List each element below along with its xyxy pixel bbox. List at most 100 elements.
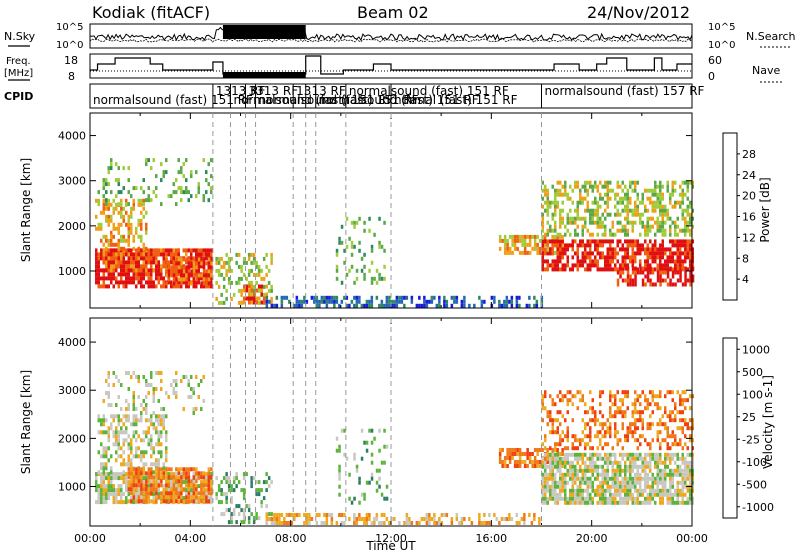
data-cell <box>130 206 133 211</box>
data-cell <box>621 480 624 485</box>
data-cell <box>644 267 647 272</box>
data-cell <box>152 391 155 395</box>
data-cell <box>102 484 105 489</box>
data-cell <box>197 475 201 480</box>
data-cell <box>571 480 574 485</box>
data-cell <box>546 239 549 244</box>
data-cell <box>237 276 241 281</box>
data-cell <box>584 464 587 469</box>
data-cell <box>634 500 637 505</box>
data-cell <box>614 480 617 485</box>
data-cell <box>636 488 639 493</box>
data-cell <box>551 251 554 256</box>
data-cell <box>669 282 672 287</box>
data-cell <box>619 406 622 411</box>
data-cell <box>634 266 637 271</box>
data-cell <box>340 299 344 304</box>
data-cell <box>117 438 120 443</box>
data-cell <box>606 484 609 489</box>
data-cell <box>639 418 642 423</box>
data-cell <box>125 438 128 443</box>
data-cell <box>157 260 160 265</box>
data-cell <box>110 166 113 171</box>
nsearch-label: N.Search <box>746 30 796 43</box>
data-cell <box>200 256 203 261</box>
data-cell <box>117 454 120 459</box>
data-cell <box>669 259 672 264</box>
data-cell <box>506 238 509 243</box>
data-cell <box>629 426 632 431</box>
data-cell <box>656 274 660 279</box>
data-cell <box>566 212 569 217</box>
data-cell <box>170 495 173 500</box>
data-cell <box>162 407 165 411</box>
data-cell <box>105 218 108 223</box>
data-cell <box>666 184 669 189</box>
data-cell <box>571 500 574 505</box>
data-cell <box>664 456 667 461</box>
data-cell <box>601 196 604 201</box>
data-cell <box>157 462 160 467</box>
data-cell <box>621 496 624 501</box>
data-cell <box>202 248 205 253</box>
data-cell <box>621 228 624 233</box>
data-cell <box>260 284 263 289</box>
data-cell <box>589 476 592 481</box>
data-cell <box>170 467 173 472</box>
data-cell <box>132 399 135 403</box>
data-cell <box>150 422 153 427</box>
data-cell <box>140 414 143 419</box>
data-cell <box>676 270 680 275</box>
data-cell <box>569 208 572 213</box>
data-cell <box>375 517 379 521</box>
data-cell <box>145 403 148 407</box>
data-cell <box>257 288 261 293</box>
data-cell <box>115 375 118 379</box>
data-cell <box>646 464 649 469</box>
data-cell <box>262 276 266 281</box>
data-cell <box>606 204 609 209</box>
data-cell <box>235 476 238 481</box>
data-cell <box>651 282 655 287</box>
data-cell <box>380 244 384 249</box>
data-cell <box>538 238 542 243</box>
data-cell <box>365 521 369 525</box>
data-cell <box>140 479 143 484</box>
data-cell <box>646 228 649 233</box>
data-cell <box>621 422 624 427</box>
data-cell <box>564 224 567 229</box>
data-cell <box>127 214 130 219</box>
data-cell <box>95 260 98 265</box>
data-cell <box>147 491 151 496</box>
data-cell <box>370 460 374 465</box>
data-cell <box>508 299 511 304</box>
data-cell <box>541 442 544 447</box>
data-cell <box>676 224 679 229</box>
data-cell <box>130 256 133 261</box>
data-cell <box>192 273 196 278</box>
data-cell <box>202 158 205 163</box>
data-cell <box>95 214 98 219</box>
data-cell <box>546 448 549 452</box>
data-cell <box>624 232 627 237</box>
data-cell <box>455 299 459 304</box>
data-cell <box>257 492 261 497</box>
data-cell <box>115 256 118 261</box>
data-cell <box>651 452 654 457</box>
data-cell <box>574 476 577 481</box>
data-cell <box>115 430 118 435</box>
data-cell <box>132 479 136 484</box>
data-cell <box>569 220 572 225</box>
data-cell <box>132 260 135 265</box>
data-cell <box>95 268 98 273</box>
data-cell <box>626 426 629 431</box>
data-cell <box>691 278 695 283</box>
data-cell <box>152 387 155 391</box>
data-cell <box>107 248 110 253</box>
data-cell <box>549 446 552 451</box>
data-cell <box>383 428 386 433</box>
data-cell <box>689 488 692 493</box>
data-cell <box>554 456 557 461</box>
data-cell <box>641 270 645 275</box>
data-cell <box>498 460 502 464</box>
